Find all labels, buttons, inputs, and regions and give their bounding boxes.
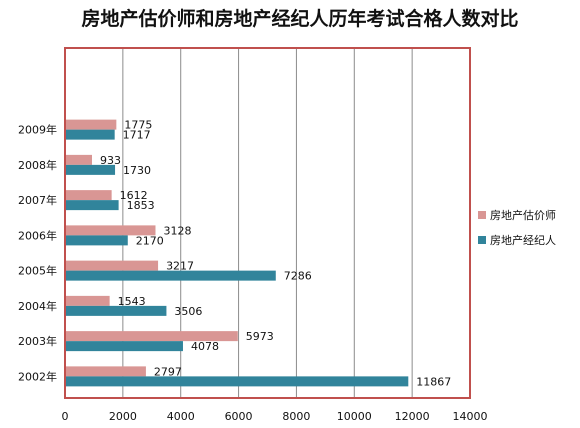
bar-broker [65, 129, 115, 140]
x-tick-label: 0 [62, 410, 69, 423]
bar-broker [65, 164, 116, 175]
category-label: 2007年 [18, 193, 57, 207]
bar-broker [65, 341, 183, 352]
bar-broker [65, 270, 276, 281]
bar-estimator [65, 295, 110, 306]
bar-broker [65, 376, 409, 387]
x-tick-label: 2000 [109, 410, 137, 423]
bar-estimator [65, 119, 117, 130]
data-label: 7286 [284, 270, 312, 283]
category-label: 2004年 [18, 299, 57, 313]
bar-broker [65, 200, 119, 211]
data-label: 933 [100, 154, 121, 167]
bar-estimator [65, 366, 146, 377]
data-label: 5973 [246, 330, 274, 343]
data-label: 1775 [124, 119, 152, 132]
data-label: 3217 [166, 260, 194, 273]
data-label: 1543 [118, 295, 146, 308]
data-label: 2797 [154, 365, 182, 378]
data-label: 1853 [127, 199, 155, 212]
data-label: 3128 [163, 224, 191, 237]
legend-label-broker: 房地产经纪人 [490, 233, 556, 247]
category-label: 2008年 [18, 158, 57, 172]
x-tick-label: 14000 [453, 410, 488, 423]
data-label: 1717 [123, 129, 151, 142]
x-tick-label: 8000 [282, 410, 310, 423]
bar-broker [65, 235, 128, 246]
legend-label-estimator: 房地产估价师 [490, 208, 556, 222]
chart-title: 房地产估价师和房地产经纪人历年考试合格人数对比 [81, 7, 518, 30]
category-label: 2006年 [18, 228, 57, 242]
data-label: 3506 [174, 305, 202, 318]
bar-estimator [65, 331, 238, 342]
legend-swatch-broker [478, 236, 486, 244]
legend-swatch-estimator [478, 211, 486, 219]
category-labels: 2002年 2003年 2004年 2005年 2006年 2007年 2008年 2009年 [18, 123, 57, 384]
data-label: 1730 [123, 164, 151, 177]
bar-estimator [65, 190, 112, 201]
x-tick-label: 4000 [167, 410, 195, 423]
bar-estimator [65, 225, 156, 236]
x-tick-labels: 0 2000 4000 6000 8000 10000 12000 14000 [62, 410, 488, 423]
plot-border [64, 47, 471, 399]
bar-estimator [65, 154, 92, 165]
bar-broker [65, 305, 167, 316]
data-label: 4078 [191, 340, 219, 353]
category-label: 2003年 [18, 334, 57, 348]
legend: 房地产估价师 房地产经纪人 [478, 208, 556, 247]
x-tick-label: 12000 [395, 410, 430, 423]
category-label: 2009年 [18, 123, 57, 137]
category-label: 2005年 [18, 264, 57, 278]
bars: 2797 11867 5973 4078 1543 3506 3217 7286 3128217… [65, 119, 451, 388]
data-label: 2170 [136, 234, 164, 247]
x-tick-label: 6000 [225, 410, 253, 423]
data-label: 11867 [416, 375, 451, 388]
bar-estimator [65, 260, 159, 271]
category-label: 2002年 [18, 369, 57, 383]
x-tick-label: 10000 [337, 410, 372, 423]
data-label: 1612 [120, 189, 148, 202]
